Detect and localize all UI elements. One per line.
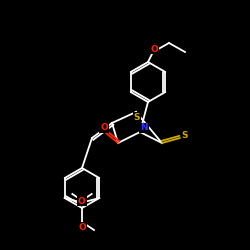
Text: O: O xyxy=(78,222,86,232)
Text: S: S xyxy=(182,132,188,140)
Text: O: O xyxy=(150,44,158,54)
Text: O: O xyxy=(100,124,108,132)
Text: O: O xyxy=(78,196,85,205)
Text: S: S xyxy=(134,112,140,122)
Text: N: N xyxy=(140,124,148,132)
Text: O: O xyxy=(79,196,86,205)
